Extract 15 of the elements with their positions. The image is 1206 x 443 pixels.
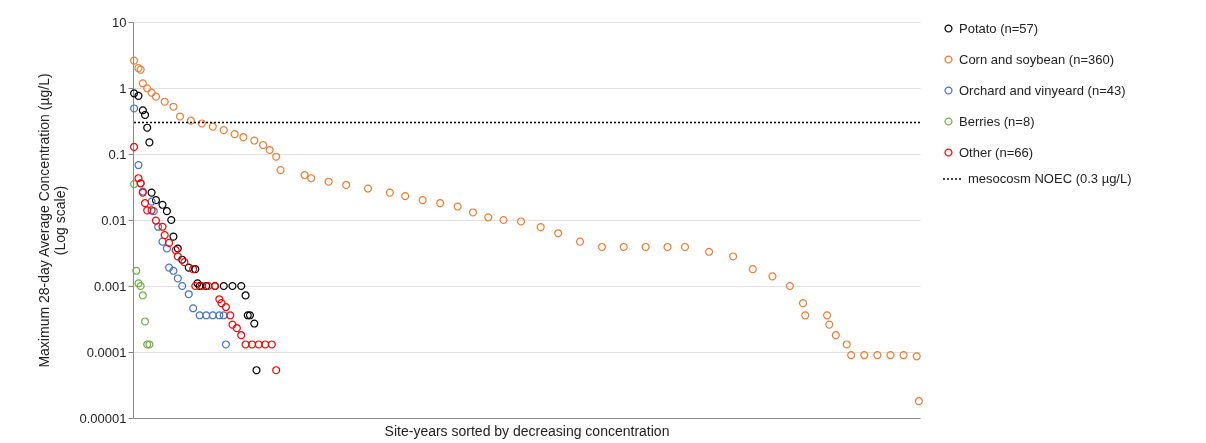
y-tick-label: 10	[112, 14, 127, 30]
legend-label: Orchard and vinyeard (n=43)	[959, 82, 1126, 98]
x-axis-title: Site-years sorted by decreasing concentration	[384, 422, 670, 439]
y-tick-label: 0.001	[93, 278, 127, 294]
y-tick-label: 0.01	[101, 212, 127, 228]
y-axis-title: Maximum 28-day Average Concentration (µg/L) (Log scale)	[35, 73, 68, 368]
y-tick-label: 0.0001	[86, 344, 127, 360]
legend-label: Corn and soybean (n=360)	[959, 51, 1115, 67]
y-tick-label: 0.1	[108, 146, 127, 162]
legend-label: Other (n=66)	[959, 144, 1034, 160]
y-tick-label: 1	[119, 80, 127, 96]
legend-label: mesocosm NOEC (0.3 µg/L)	[968, 171, 1132, 186]
y-tick-label: 0.00001	[79, 410, 127, 426]
legend-label: Berries (n=8)	[959, 113, 1035, 129]
legend-label: Potato (n=57)	[959, 20, 1039, 36]
